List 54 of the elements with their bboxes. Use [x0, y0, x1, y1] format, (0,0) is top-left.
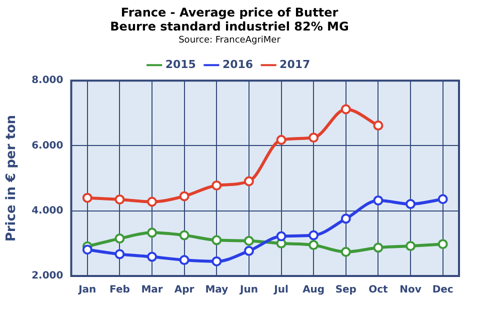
y-tick-label: 6.000: [32, 140, 64, 152]
x-tick-label: Apr: [174, 284, 194, 296]
y-axis-title: Price in € per ton: [4, 114, 20, 242]
point: [373, 242, 384, 253]
point: [179, 255, 190, 266]
point: [147, 228, 158, 238]
chart-title: France - Average price of Butter Beurre standard industriel 82% MG: [110, 5, 349, 34]
y-tick-label: 8.000: [32, 75, 64, 86]
point: [438, 194, 448, 204]
point: [406, 241, 416, 252]
x-tick-label: Dec: [432, 284, 454, 296]
x-tick-label: Oct: [368, 284, 388, 296]
point: [406, 199, 416, 210]
point: [212, 256, 222, 266]
point: [114, 194, 125, 204]
point: [276, 134, 286, 145]
x-tick-label: May: [205, 284, 229, 296]
x-tick-label: Jul: [273, 284, 288, 296]
point: [308, 240, 319, 250]
point: [438, 239, 448, 250]
legend-label: 2015: [165, 58, 196, 71]
point: [244, 236, 254, 246]
point: [244, 176, 254, 186]
point: [82, 244, 92, 255]
point: [244, 246, 254, 256]
point: [373, 120, 384, 131]
point: [373, 195, 384, 206]
legend-label: 2017: [280, 58, 310, 71]
chart-subtitle: Source: FranceAgriMer: [178, 36, 281, 46]
point: [212, 235, 222, 246]
point: [114, 249, 125, 260]
x-tick-label: Sep: [335, 284, 356, 296]
point: [308, 230, 319, 240]
point: [179, 191, 190, 202]
point: [308, 132, 319, 143]
legend-label: 2016: [222, 58, 254, 71]
point: [212, 180, 222, 190]
point: [276, 231, 286, 242]
point: [114, 234, 125, 244]
point: [179, 230, 190, 240]
x-tick-label: Nov: [400, 284, 422, 296]
point: [340, 246, 351, 257]
x-tick-label: Aug: [302, 284, 325, 296]
x-tick-label: Jun: [238, 284, 258, 296]
point: [147, 196, 158, 207]
point: [340, 214, 351, 224]
x-tick-label: Mar: [141, 284, 163, 296]
x-tick-label: Jan: [78, 284, 96, 296]
y-tick-label: 4.000: [32, 205, 64, 216]
point: [82, 192, 92, 203]
point: [340, 104, 351, 114]
x-tick-label: Feb: [110, 284, 130, 296]
point: [147, 252, 158, 262]
y-tick-label: 2.000: [32, 270, 64, 282]
